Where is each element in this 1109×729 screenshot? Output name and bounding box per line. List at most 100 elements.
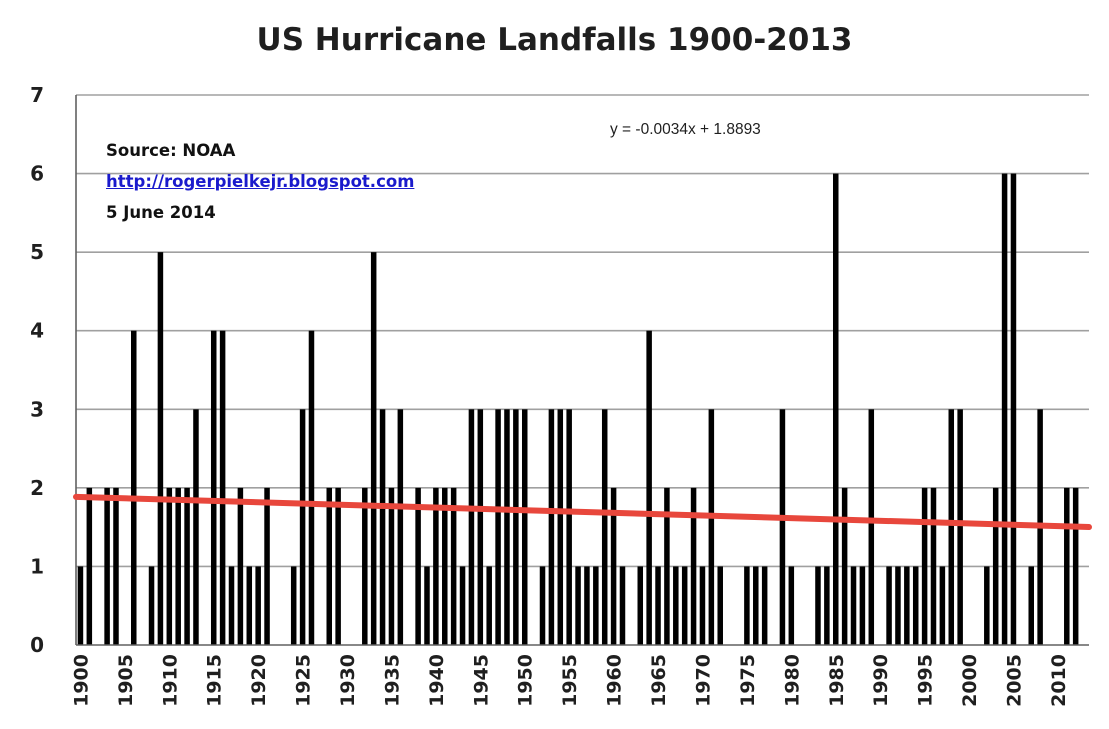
bar-1904	[113, 487, 119, 645]
y-tick-label: 0	[30, 633, 44, 657]
bar-1933	[370, 252, 377, 645]
y-tick-label: 1	[30, 554, 44, 578]
x-tick-label: 1900	[70, 654, 92, 707]
bar-1941	[442, 487, 448, 645]
bar-1910	[166, 487, 173, 645]
bar-1963	[637, 566, 644, 645]
bar-2003	[992, 487, 999, 645]
y-tick-label: 5	[30, 240, 44, 264]
bar-1926	[308, 330, 315, 645]
y-tick-label: 7	[30, 83, 44, 107]
x-tick-label: 1940	[426, 654, 448, 707]
gridlines	[76, 94, 1089, 568]
trendline-line	[73, 493, 1092, 531]
bar-1952	[539, 566, 546, 645]
bar-1967	[673, 566, 679, 645]
bar-1976	[753, 566, 759, 645]
bar-1936	[397, 409, 404, 645]
bar-1945	[477, 409, 484, 645]
bar-1934	[379, 409, 386, 645]
x-tick-label: 1970	[692, 654, 714, 707]
bar-1987	[850, 566, 857, 645]
source-link[interactable]: http://rogerpielkejr.blogspot.com	[106, 172, 415, 191]
bar-1903	[104, 487, 110, 645]
bar-1968	[681, 566, 688, 645]
bar-1999	[957, 409, 963, 645]
bar-1979	[779, 409, 786, 645]
bar-1997	[939, 566, 946, 645]
x-tick-label: 1915	[204, 654, 226, 707]
bar-1909	[157, 252, 164, 645]
x-tick-label: 1960	[604, 654, 626, 707]
bar-2012	[1072, 487, 1079, 645]
x-tick-label: 1935	[381, 654, 403, 707]
bar-1955	[566, 409, 572, 645]
x-tick-label: 2005	[1003, 654, 1025, 707]
bar-1986	[841, 487, 848, 645]
bar-1901	[86, 487, 93, 645]
y-tick-label: 6	[30, 162, 44, 186]
y-tick-label: 4	[30, 319, 44, 343]
bar-1957	[584, 566, 590, 645]
bar-1989	[868, 409, 875, 645]
x-tick-label: 2010	[1048, 654, 1070, 707]
bar-1949	[513, 409, 519, 645]
bar-1972	[717, 566, 723, 645]
bar-2002	[984, 566, 990, 645]
bar-1911	[175, 487, 181, 645]
bar-1961	[619, 566, 626, 645]
bar-1919	[246, 566, 253, 645]
bar-1950	[521, 409, 528, 645]
x-tick-label: 1930	[337, 654, 359, 707]
bar-1939	[424, 566, 430, 645]
x-tick-labels: 1900 1905 1910 1915 1920 1925 1930 1935 1940 1945…	[70, 654, 1069, 707]
bar-1991	[886, 566, 892, 645]
bar-1929	[335, 487, 341, 645]
x-tick-label: 1995	[915, 654, 937, 707]
x-tick-label: 1905	[115, 654, 137, 707]
bar-1916	[219, 330, 226, 645]
bar-1943	[459, 566, 466, 645]
bar-1913	[193, 409, 199, 645]
bar-1928	[326, 487, 333, 645]
bar-1984	[824, 566, 830, 645]
y-tick-label: 2	[30, 476, 44, 500]
bar-1917	[228, 566, 235, 645]
x-tick-label: 1925	[293, 654, 315, 707]
bar-1912	[184, 487, 190, 645]
x-tick-label: 1965	[648, 654, 670, 707]
bar-1948	[504, 409, 510, 645]
bar-1938	[415, 487, 421, 645]
bar-1921	[264, 487, 270, 645]
bar-1908	[148, 566, 155, 645]
axes	[75, 95, 1089, 646]
x-tick-label: 1990	[870, 654, 892, 707]
bar-1992	[895, 566, 901, 645]
bar-1958	[593, 566, 599, 645]
bar-1946	[486, 566, 492, 645]
bar-1977	[761, 566, 768, 645]
bar-2011	[1064, 487, 1070, 645]
x-tick-label: 1945	[470, 654, 492, 707]
bar-1925	[299, 409, 306, 645]
y-tick-labels: 0 1 2 3 4 5 6 7	[30, 83, 44, 657]
bar-1956	[575, 566, 581, 645]
bar-1944	[468, 409, 475, 645]
bar-2005	[1010, 173, 1017, 646]
bar-1966	[664, 487, 670, 645]
bar-2004	[1001, 173, 1008, 646]
bar-1998	[948, 409, 955, 645]
bar-1971	[708, 409, 715, 645]
bar-1918	[237, 487, 244, 645]
bar-1983	[815, 566, 821, 645]
bar-1935	[388, 487, 395, 645]
bar-1932	[362, 487, 368, 645]
x-tick-label: 1985	[826, 654, 848, 707]
bar-1940	[433, 487, 439, 645]
trendline	[73, 493, 1092, 531]
bar-1993	[904, 566, 910, 645]
trendline-equation: y = -0.0034x + 1.8893	[610, 121, 761, 138]
bar-1964	[646, 330, 652, 645]
